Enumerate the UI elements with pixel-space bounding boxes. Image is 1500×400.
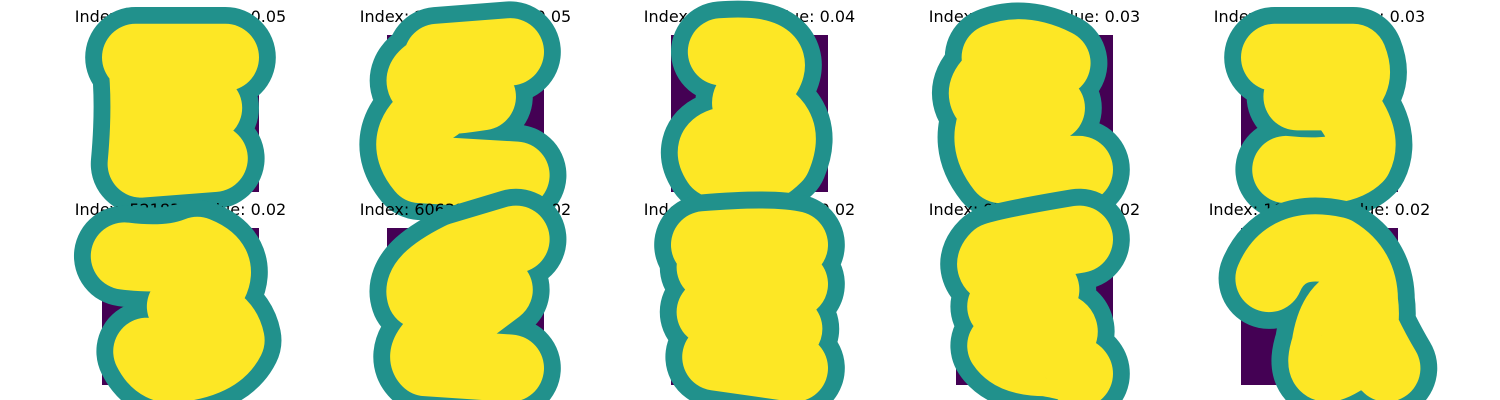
digit-stroke (1241, 23, 1396, 205)
digit-stroke (957, 205, 1114, 400)
digit-stroke (1235, 214, 1421, 400)
digit-stroke (90, 216, 265, 400)
image-panel: Index: 13090 - Value: 0.05 (75, 6, 286, 215)
digit-stroke (671, 208, 829, 400)
digit-stroke (376, 18, 550, 209)
digit-stroke (948, 19, 1114, 204)
image-panel: Index: 33336 - Value: 0.04 (644, 0, 855, 225)
image-panel: Index: 107995 - Value: 0.02 (1209, 197, 1438, 400)
panels-group: Index: 13090 - Value: 0.05 Index: 28910 -… (73, 0, 1438, 400)
image-panel: Index: 60631 - Value: 0.02 (360, 188, 571, 400)
image-panel: Index: 28910 - Value: 0.05 (359, 1, 571, 226)
image-panel: Index: 97407 - Value: 0.02 (929, 188, 1140, 400)
image-panel: Index: 64204 - Value: 0.03 (1214, 6, 1425, 222)
digit-stroke (386, 205, 550, 400)
digit-stroke (102, 23, 260, 198)
image-panel: Index: 37498 - Value: 0.02 (644, 191, 855, 400)
digit-stroke (677, 17, 816, 208)
image-panel: Index: 56725 - Value: 0.03 (929, 2, 1140, 221)
image-panel: Index: 52183 - Value: 0.02 (73, 199, 286, 400)
